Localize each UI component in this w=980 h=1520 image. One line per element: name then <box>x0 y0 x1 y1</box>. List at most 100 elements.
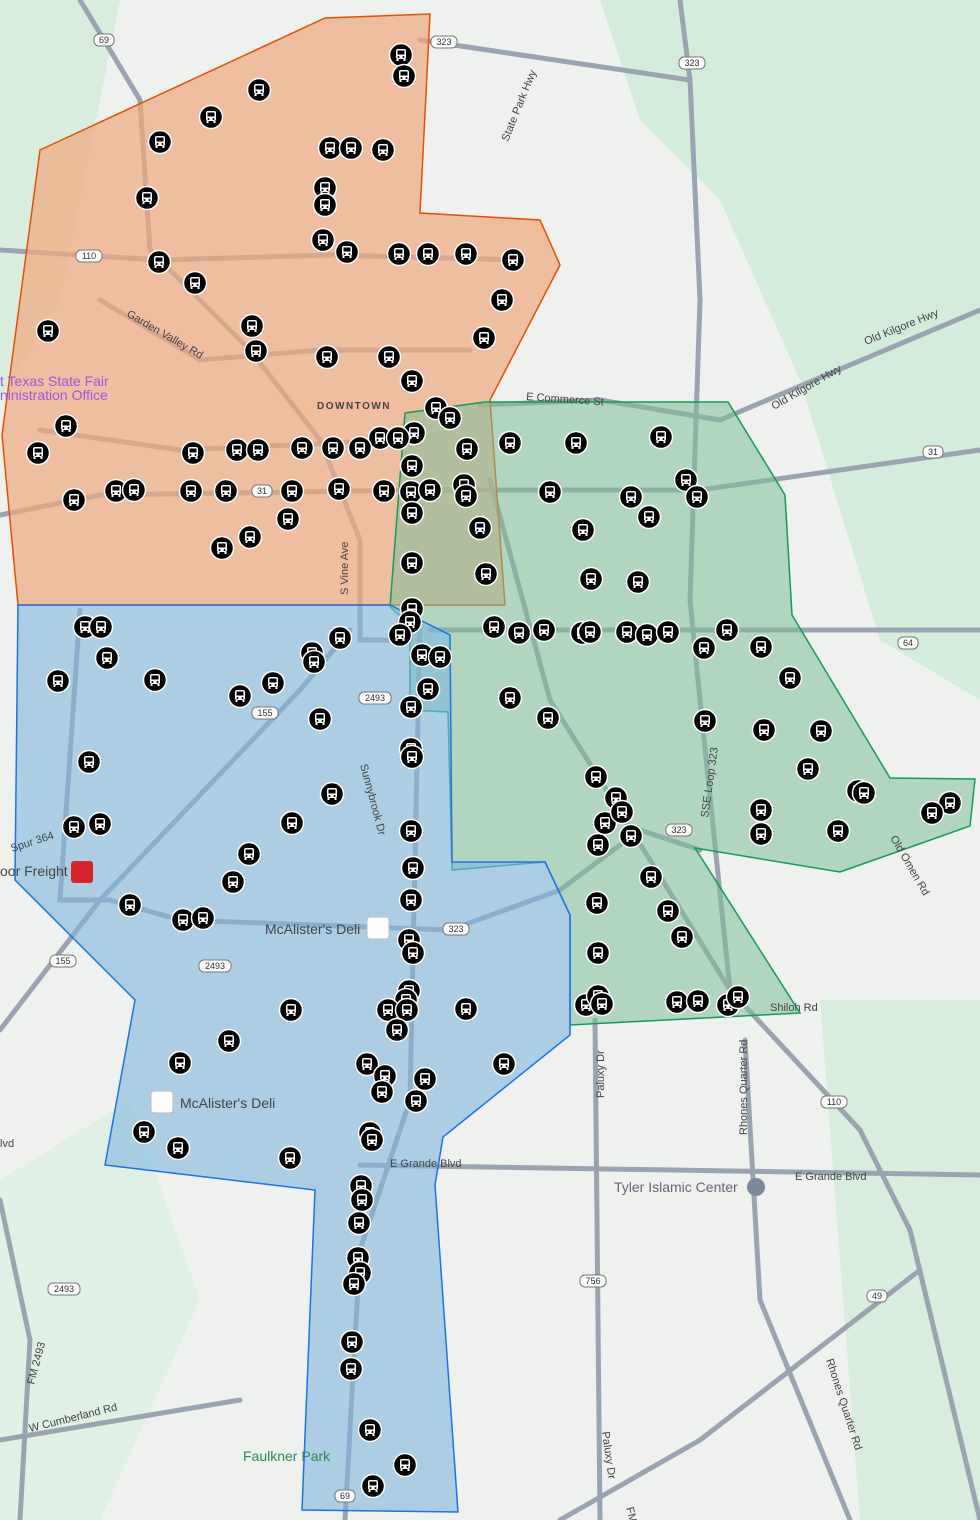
bus-stop-marker[interactable] <box>506 620 532 646</box>
bus-stop-marker[interactable] <box>388 42 414 68</box>
bus-stop-marker[interactable] <box>399 368 425 394</box>
bus-stop-marker[interactable] <box>371 478 397 504</box>
bus-stop-marker[interactable] <box>398 694 424 720</box>
mcalisters-logo-1[interactable] <box>366 916 390 940</box>
bus-stop-marker[interactable] <box>471 325 497 351</box>
bus-stop-marker[interactable] <box>398 887 424 913</box>
poi-state-fair-line2[interactable]: ninistration Office <box>0 387 108 403</box>
bus-stop-marker[interactable] <box>531 617 557 643</box>
bus-stop-marker[interactable] <box>339 1329 365 1355</box>
bus-stop-marker[interactable] <box>275 506 301 532</box>
bus-stop-marker[interactable] <box>224 437 250 463</box>
bus-stop-marker[interactable] <box>170 907 196 933</box>
bus-stop-marker[interactable] <box>585 832 611 858</box>
bus-stop-marker[interactable] <box>61 814 87 840</box>
bus-stop-marker[interactable] <box>327 625 353 651</box>
bus-stop-marker[interactable] <box>341 1271 367 1297</box>
bus-stop-marker[interactable] <box>307 706 333 732</box>
bus-stop-marker[interactable] <box>481 614 507 640</box>
bus-stop-marker[interactable] <box>399 500 425 526</box>
bus-stop-marker[interactable] <box>453 996 479 1022</box>
bus-stop-marker[interactable] <box>618 823 644 849</box>
bus-stop-marker[interactable] <box>289 435 315 461</box>
bus-stop-marker[interactable] <box>748 634 774 660</box>
poi-faulkner-park[interactable]: Faulkner Park <box>243 1448 331 1464</box>
bus-stop-marker[interactable] <box>808 718 834 744</box>
bus-stop-marker[interactable] <box>319 781 345 807</box>
bus-stop-marker[interactable] <box>570 517 596 543</box>
bus-stop-marker[interactable] <box>61 487 87 513</box>
bus-stop-marker[interactable] <box>592 810 618 836</box>
harbor-freight-logo[interactable] <box>71 861 93 883</box>
bus-stop-marker[interactable] <box>227 683 253 709</box>
bus-stop-marker[interactable] <box>387 622 413 648</box>
poi-harbor-freight[interactable]: oor Freight <box>0 863 68 879</box>
bus-stop-marker[interactable] <box>684 484 710 510</box>
bus-stop-marker[interactable] <box>213 478 239 504</box>
bus-stop-marker[interactable] <box>577 619 603 645</box>
bus-stop-marker[interactable] <box>312 175 338 201</box>
bus-stop-marker[interactable] <box>236 841 262 867</box>
bus-stop-marker[interactable] <box>415 676 441 702</box>
bus-stop-marker[interactable] <box>392 1452 418 1478</box>
bus-stop-marker[interactable] <box>537 479 563 505</box>
bus-stop-marker[interactable] <box>691 635 717 661</box>
bus-stop-marker[interactable] <box>634 622 660 648</box>
bus-stop-marker[interactable] <box>146 249 172 275</box>
bus-stop-marker[interactable] <box>748 821 774 847</box>
bus-stop-marker[interactable] <box>725 984 751 1010</box>
bus-stop-marker[interactable] <box>117 892 143 918</box>
bus-stop-marker[interactable] <box>636 504 662 530</box>
bus-stop-marker[interactable] <box>467 515 493 541</box>
bus-stop-marker[interactable] <box>454 436 480 462</box>
bus-stop-marker[interactable] <box>147 129 173 155</box>
bus-stop-marker[interactable] <box>357 1417 383 1443</box>
bus-stop-marker[interactable] <box>398 479 424 505</box>
bus-stop-marker[interactable] <box>239 313 265 339</box>
bus-stop-marker[interactable] <box>367 425 393 451</box>
bus-stop-marker[interactable] <box>614 619 640 645</box>
bus-stop-marker[interactable] <box>795 756 821 782</box>
bus-stop-marker[interactable] <box>400 940 426 966</box>
bus-stop-marker[interactable] <box>76 749 102 775</box>
bus-stop-marker[interactable] <box>180 440 206 466</box>
bus-stop-marker[interactable] <box>310 227 336 253</box>
bus-stop-marker[interactable] <box>385 425 411 451</box>
poi-mcalisters-deli-1[interactable]: McAlister's Deli <box>265 921 360 937</box>
bus-stop-marker[interactable] <box>391 63 417 89</box>
bus-stop-marker[interactable] <box>399 744 425 770</box>
poi-mcalisters-deli-2[interactable]: McAlister's Deli <box>180 1095 275 1111</box>
bus-stop-marker[interactable] <box>399 453 425 479</box>
bus-stop-marker[interactable] <box>399 550 425 576</box>
bus-stop-marker[interactable] <box>491 1051 517 1077</box>
bus-stop-marker[interactable] <box>384 1017 410 1043</box>
bus-stop-marker[interactable] <box>535 705 561 731</box>
bus-stop-marker[interactable] <box>583 764 609 790</box>
bus-stop-marker[interactable] <box>314 344 340 370</box>
bus-stop-marker[interactable] <box>198 104 224 130</box>
bus-stop-marker[interactable] <box>497 430 523 456</box>
bus-stop-marker[interactable] <box>919 800 945 826</box>
bus-stop-marker[interactable] <box>220 869 246 895</box>
bus-stop-marker[interactable] <box>326 476 352 502</box>
bus-stop-marker[interactable] <box>417 477 443 503</box>
bus-stop-marker[interactable] <box>359 1127 385 1153</box>
bus-stop-marker[interactable] <box>685 988 711 1014</box>
bus-stop-marker[interactable] <box>88 614 114 640</box>
bus-stop-marker[interactable] <box>648 424 674 450</box>
bus-stop-marker[interactable] <box>376 344 402 370</box>
bus-stop-marker[interactable] <box>182 270 208 296</box>
bus-stop-marker[interactable] <box>578 566 604 592</box>
bus-stop-marker[interactable] <box>370 137 396 163</box>
bus-stop-marker[interactable] <box>312 192 338 218</box>
bus-stop-marker[interactable] <box>278 997 304 1023</box>
bus-stop-marker[interactable] <box>260 670 286 696</box>
bus-stop-marker[interactable] <box>589 991 615 1017</box>
bus-stop-marker[interactable] <box>825 818 851 844</box>
bus-stop-marker[interactable] <box>398 818 424 844</box>
bus-stop-marker[interactable] <box>714 617 740 643</box>
bus-stop-marker[interactable] <box>237 524 263 550</box>
bus-stop-marker[interactable] <box>625 569 651 595</box>
bus-stop-marker[interactable] <box>400 855 426 881</box>
